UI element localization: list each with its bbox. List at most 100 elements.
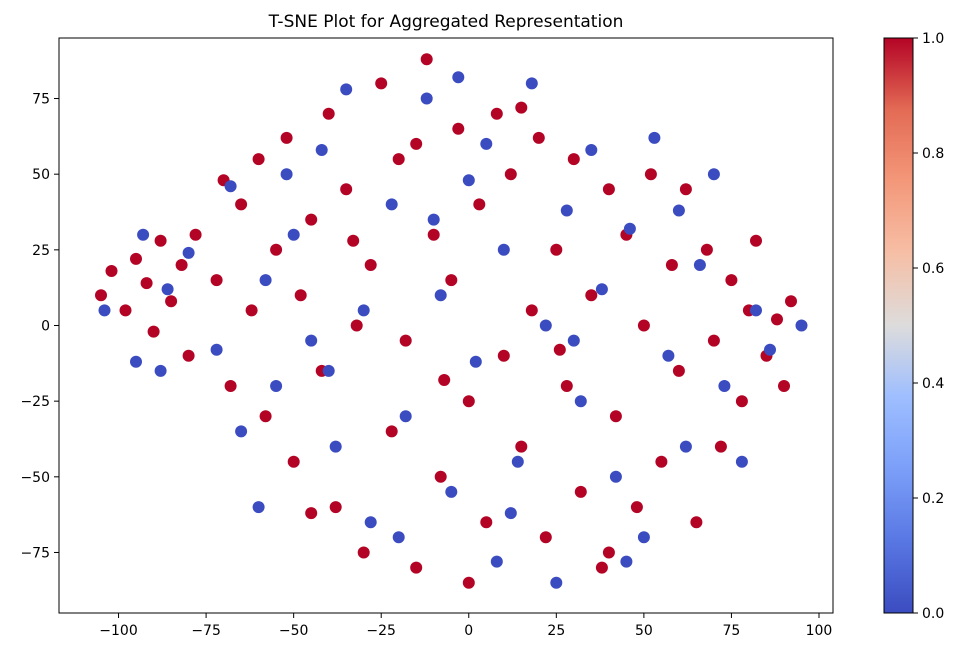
scatter-point (620, 555, 633, 568)
scatter-point (189, 228, 202, 241)
scatter-point (350, 319, 363, 332)
scatter-point (560, 380, 573, 392)
scatter-point (497, 243, 510, 256)
scatter-point (364, 516, 377, 529)
scatter-point (305, 213, 318, 226)
scatter-point (305, 507, 318, 520)
scatter-point (340, 183, 353, 196)
scatter-point (420, 92, 433, 105)
scatter-point (392, 153, 405, 166)
colorbar-tick-label: 1.0 (922, 31, 944, 47)
scatter-point (452, 71, 465, 84)
scatter-point (550, 243, 563, 256)
scatter-point (224, 180, 237, 193)
scatter-point (287, 228, 300, 241)
scatter-point (329, 501, 342, 514)
scatter-point (714, 440, 727, 453)
scatter-point (785, 295, 797, 308)
scatter-point (140, 277, 153, 290)
scatter-point (420, 53, 433, 66)
scatter-point (511, 455, 524, 468)
scatter-point (693, 259, 706, 271)
scatter-point (718, 380, 731, 392)
colorbar-axis: 0.0 0.2 0.4 0.6 0.8 1.0 (913, 31, 944, 622)
scatter-point (672, 364, 685, 377)
scatter-point (165, 295, 178, 308)
scatter-point (235, 425, 248, 438)
scatter-point (392, 531, 405, 544)
scatter-point (95, 289, 107, 302)
scatter-point (504, 168, 517, 181)
scatter-point (385, 425, 398, 438)
scatter-point (480, 137, 493, 150)
scatter-point (434, 289, 447, 302)
scatter-point (700, 243, 713, 256)
scatter-point (210, 274, 223, 287)
scatter-point (469, 355, 482, 368)
scatter-point (595, 283, 608, 296)
y-tick-label: 50 (32, 167, 50, 183)
scatter-point (137, 228, 150, 241)
scatter-point (637, 531, 650, 544)
scatter-point (644, 168, 657, 181)
scatter-point (357, 304, 370, 317)
scatter-point (574, 485, 587, 498)
scatter-point (567, 334, 580, 347)
scatter-point (662, 349, 675, 362)
scatter-point (252, 501, 265, 514)
scatter-point (147, 325, 160, 338)
scatter-point (550, 576, 563, 589)
scatter-point (795, 319, 808, 332)
scatter-point (259, 410, 272, 423)
scatter-point (515, 101, 528, 114)
scatter-point (609, 410, 622, 423)
x-tick-label: −50 (279, 623, 309, 639)
chart-title: T-SNE Plot for Aggregated Representation (268, 12, 624, 32)
x-tick-label: 100 (806, 623, 833, 639)
scatter-point (679, 183, 692, 196)
x-tick-label: 75 (723, 623, 741, 639)
scatter-point (490, 107, 503, 120)
scatter-point (294, 289, 307, 302)
scatter-point (280, 131, 293, 144)
scatter-point (623, 222, 636, 235)
scatter-point (585, 289, 598, 302)
scatter-point (462, 576, 475, 589)
scatter-point (357, 546, 370, 559)
x-tick-label: 0 (464, 623, 473, 639)
scatter-point (504, 507, 517, 520)
scatter-point (707, 168, 720, 181)
scatter-point (672, 204, 685, 217)
scatter-point (259, 274, 272, 287)
scatter-point (224, 380, 237, 392)
scatter-point (410, 561, 423, 574)
scatter-point (322, 364, 335, 377)
scatter-point (585, 144, 598, 156)
scatter-point (480, 516, 493, 529)
scatter-point (434, 470, 447, 483)
y-tick-label: −50 (20, 470, 50, 486)
scatter-point (182, 246, 195, 259)
scatter-point (525, 304, 538, 317)
scatter-point (322, 107, 335, 120)
scatter-point (609, 470, 622, 483)
scatter-point (315, 144, 328, 156)
scatter-point (462, 395, 475, 408)
scatter-point (567, 153, 580, 166)
scatter-point (364, 259, 377, 271)
scatter-point (574, 395, 587, 408)
scatter-point (602, 546, 615, 559)
scatter-point (735, 455, 748, 468)
scatter-point (287, 455, 300, 468)
scatter-point (764, 343, 776, 356)
y-tick-label: −25 (20, 394, 50, 410)
colorbar (883, 37, 914, 614)
scatter-point (280, 168, 293, 181)
scatter-point (245, 304, 258, 317)
scatter-point (182, 349, 195, 362)
scatter-point (771, 313, 783, 326)
scatter-point (735, 395, 748, 408)
scatter-point (690, 516, 703, 529)
scatter-point (725, 274, 738, 287)
